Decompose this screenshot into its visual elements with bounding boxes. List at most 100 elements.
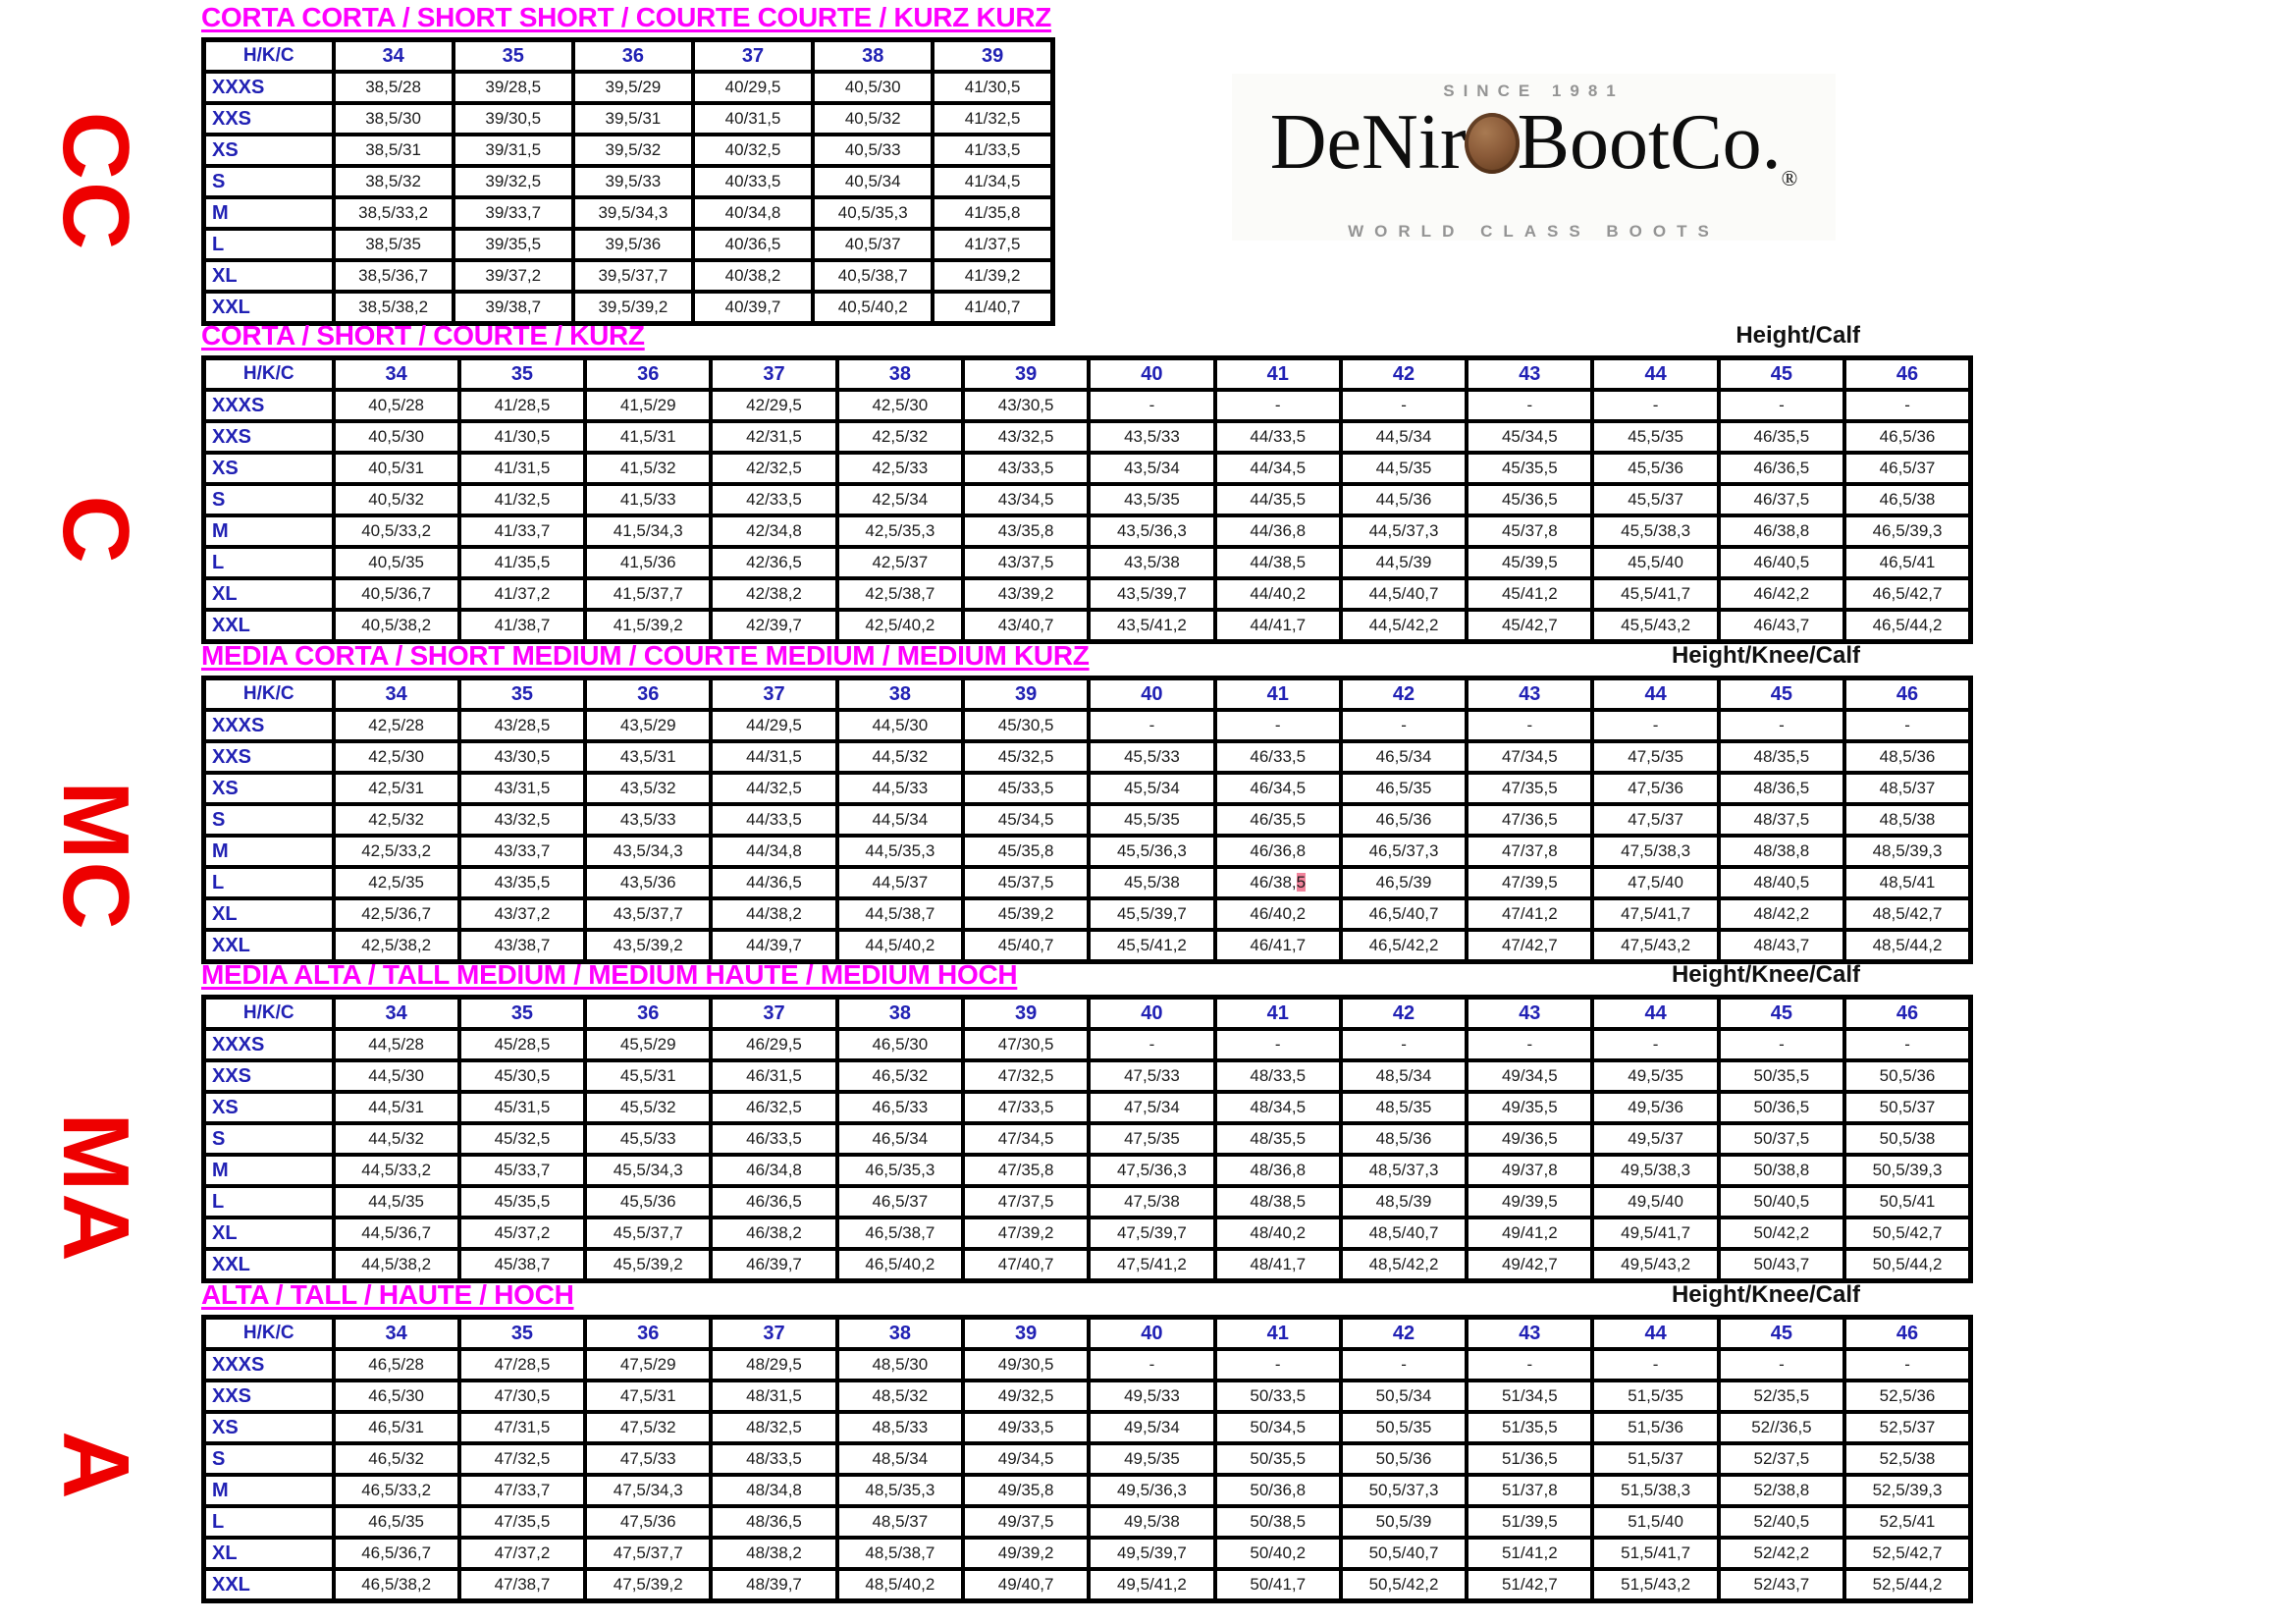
size-cell: 43,5/32 — [583, 771, 714, 806]
size-cell: 39/33,7 — [451, 195, 575, 231]
size-cell: 49/34,5 — [960, 1441, 1092, 1477]
size-cell: - — [1842, 1027, 1973, 1062]
col-header-40: 40 — [1087, 1315, 1217, 1351]
logo-brand-right: BootCo. — [1517, 99, 1782, 186]
size-cell: 47,5/29 — [583, 1347, 714, 1382]
size-cell: 40/39,7 — [690, 290, 816, 326]
size-cell: 39/35,5 — [451, 227, 575, 262]
size-cell: 44,5/38,2 — [331, 1247, 461, 1283]
size-cell: 45,5/29 — [583, 1027, 714, 1062]
size-cell: 48/36,5 — [709, 1504, 839, 1540]
row-label: XXL — [201, 608, 336, 644]
corner-header: H/K/C — [201, 676, 336, 712]
size-cell: 51/37,8 — [1465, 1473, 1595, 1508]
row-label: XXS — [201, 1058, 336, 1094]
size-cell: - — [1716, 388, 1847, 423]
size-cell: 50/36,5 — [1716, 1090, 1847, 1125]
size-cell: 51/42,7 — [1465, 1567, 1595, 1603]
header-row: H/K/C 34 35 36 37 38 39 40 41 42 43 44 45 46 — [201, 995, 1973, 1031]
header-row: H/K/C 34 35 36 37 38 39 — [201, 37, 1055, 74]
size-cell: 48,5/35,3 — [834, 1473, 965, 1508]
size-cell: 45,5/38 — [1087, 865, 1217, 900]
col-header-39: 39 — [960, 995, 1092, 1031]
size-cell: 40,5/31 — [331, 451, 461, 486]
size-cell: 52,5/42,7 — [1842, 1536, 1973, 1571]
size-cell: - — [1465, 388, 1595, 423]
size-cell: 45/39,5 — [1465, 545, 1595, 580]
size-cell: 47,5/41,7 — [1590, 896, 1721, 932]
size-cell: 49/35,8 — [960, 1473, 1092, 1508]
size-cell: 41/32,5 — [456, 482, 588, 517]
size-cell: 50,5/38 — [1842, 1121, 1973, 1157]
size-cell: 43/28,5 — [456, 708, 588, 743]
size-cell: 41,5/33 — [583, 482, 714, 517]
size-cell: 47,5/43,2 — [1590, 928, 1721, 964]
size-cell: 46,5/42,2 — [1338, 928, 1469, 964]
size-cell: 47/28,5 — [456, 1347, 588, 1382]
size-cell: 42,5/38,7 — [834, 576, 965, 612]
size-cell: 45,5/40 — [1590, 545, 1721, 580]
size-cell: 44,5/40,2 — [834, 928, 965, 964]
size-cell: 42,5/36,7 — [331, 896, 461, 932]
col-header-38: 38 — [834, 676, 965, 712]
size-cell: 40,5/35,3 — [811, 195, 935, 231]
size-cell: 39/37,2 — [451, 258, 575, 294]
size-cell: 39,5/31 — [570, 101, 695, 136]
size-cell: 47,5/36 — [1590, 771, 1721, 806]
size-cell: 46,5/44,2 — [1842, 608, 1973, 644]
size-cell: 40,5/32 — [811, 101, 935, 136]
size-cell: 46/43,7 — [1716, 608, 1847, 644]
size-cell: 45,5/39,2 — [583, 1247, 714, 1283]
size-cell: 47/37,2 — [456, 1536, 588, 1571]
size-cell: 47/42,7 — [1465, 928, 1595, 964]
size-cell: 47,5/40 — [1590, 865, 1721, 900]
size-cell: 42,5/32 — [331, 802, 461, 838]
col-header-35: 35 — [451, 37, 575, 74]
size-cell: 45/37,2 — [456, 1216, 588, 1251]
size-cell: 45/42,7 — [1465, 608, 1595, 644]
col-header-45: 45 — [1716, 1315, 1847, 1351]
size-cell: 49/39,5 — [1465, 1184, 1595, 1219]
size-cell: 46,5/34 — [1338, 739, 1469, 775]
size-cell: 43/37,5 — [960, 545, 1092, 580]
section-media-corta: MEDIA CORTA / SHORT MEDIUM / COURTE MEDI… — [201, 640, 1973, 964]
size-cell: 43/30,5 — [960, 388, 1092, 423]
size-cell: 47,5/34 — [1087, 1090, 1217, 1125]
size-cell: 46/40,5 — [1716, 545, 1847, 580]
size-cell: 48,5/36 — [1842, 739, 1973, 775]
size-cell: 49/34,5 — [1465, 1058, 1595, 1094]
size-cell: 40,5/38,7 — [811, 258, 935, 294]
size-cell: 45,5/33 — [1087, 739, 1217, 775]
size-cell: 47,5/38,3 — [1590, 834, 1721, 869]
size-cell: 51,5/40 — [1590, 1504, 1721, 1540]
size-cell: 45,5/39,7 — [1087, 896, 1217, 932]
table-row-L: L 46,5/35 47/35,5 47,5/36 48/36,5 48,5/37 49/3… — [201, 1504, 1973, 1540]
size-cell: 39/31,5 — [451, 133, 575, 168]
size-cell: 44,5/30 — [834, 708, 965, 743]
size-cell: 50,5/40,7 — [1338, 1536, 1469, 1571]
section-corta-corta: CORTA CORTA / SHORT SHORT / COURTE COURT… — [201, 2, 1055, 326]
size-cell: 48,5/32 — [834, 1379, 965, 1414]
col-header-34: 34 — [331, 355, 461, 392]
size-cell: 44/41,7 — [1212, 608, 1343, 644]
corner-header: H/K/C — [201, 1315, 336, 1351]
size-cell: 44/33,5 — [1212, 419, 1343, 455]
size-table-corta-corta: H/K/C 34 35 36 37 38 39 XXXS 38,5/28 39/28,5 39,5/… — [201, 37, 1055, 326]
row-label: XXXS — [201, 1027, 336, 1062]
table-row-XXXS: XXXS 44,5/28 45/28,5 45,5/29 46/29,5 46,5/30 4… — [201, 1027, 1973, 1062]
size-cell: 48/36,8 — [1212, 1153, 1343, 1188]
row-label: XL — [201, 1216, 336, 1251]
size-cell: 38,5/35 — [331, 227, 455, 262]
col-header-43: 43 — [1465, 676, 1595, 712]
size-cell: 48/38,5 — [1212, 1184, 1343, 1219]
size-cell: 52,5/38 — [1842, 1441, 1973, 1477]
size-cell: 42,5/35 — [331, 865, 461, 900]
size-cell: 45/35,5 — [1465, 451, 1595, 486]
col-header-41: 41 — [1212, 355, 1343, 392]
table-row-XS: XS 42,5/31 43/31,5 43,5/32 44/32,5 44,5/33 45/… — [201, 771, 1973, 806]
size-cell: 41/34,5 — [931, 164, 1055, 199]
table-row-S: S 38,5/32 39/32,5 39,5/33 40/33,5 40,5/34 41/3… — [201, 164, 1055, 199]
size-cell: 49,5/34 — [1087, 1410, 1217, 1445]
size-cell: 50,5/41 — [1842, 1184, 1973, 1219]
size-cell: 46,5/32 — [331, 1441, 461, 1477]
